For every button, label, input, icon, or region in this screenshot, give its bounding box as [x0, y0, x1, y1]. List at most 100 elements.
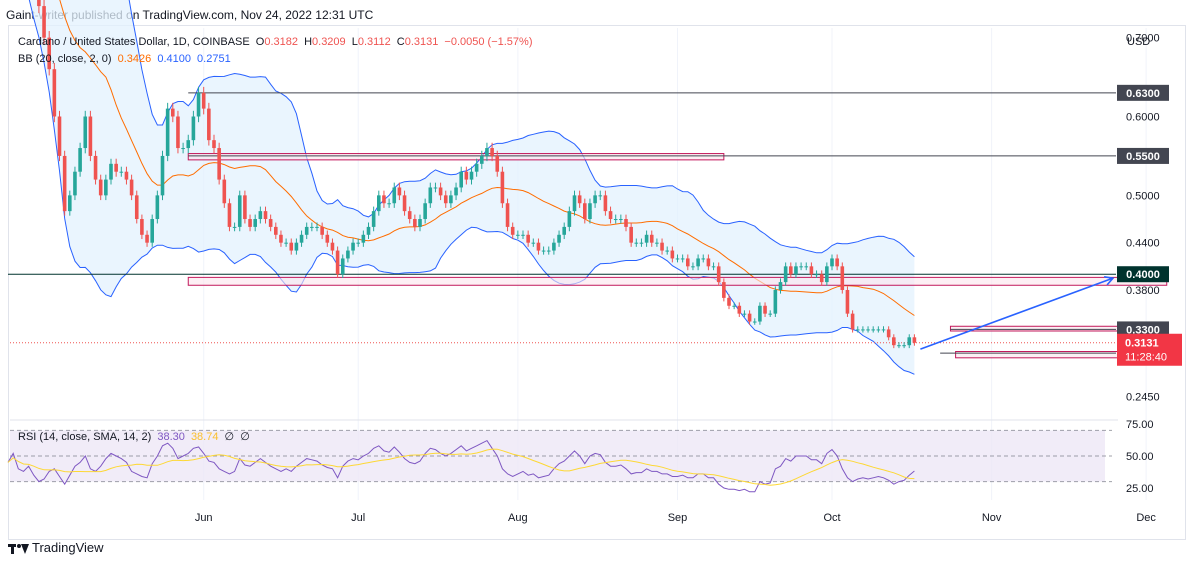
bb-lower-value: 0.2751: [197, 53, 231, 65]
candle-body: [191, 116, 196, 141]
zone-0300: [955, 351, 1121, 359]
candle-body: [289, 242, 294, 251]
candle: [340, 254, 345, 279]
candle-body: [480, 155, 484, 164]
price-tick-label: 0.3800: [1126, 285, 1160, 297]
symbol-name: Cardano / United States Dollar, 1D, COIN…: [18, 36, 250, 48]
candle: [665, 246, 669, 255]
candle-body: [438, 187, 443, 196]
candle: [521, 230, 525, 240]
candle: [603, 190, 608, 216]
candle-body: [413, 219, 417, 227]
candle: [356, 238, 360, 247]
candle-body: [114, 163, 118, 172]
candle: [248, 214, 252, 232]
candle-body: [78, 148, 82, 172]
candle-body: [727, 297, 731, 306]
candle: [212, 134, 216, 154]
candle-body: [680, 258, 685, 260]
candle: [392, 182, 397, 208]
candle: [304, 222, 309, 240]
candle: [480, 150, 484, 169]
candle-body: [140, 219, 144, 235]
candle: [258, 206, 263, 224]
candle-body: [773, 289, 778, 314]
zone-0390: [187, 276, 1168, 286]
candle-body: [109, 163, 113, 180]
candle-body: [330, 242, 335, 251]
candle-body: [145, 234, 149, 243]
candle: [469, 166, 474, 185]
candle-body: [907, 337, 912, 346]
candle: [428, 182, 433, 208]
rsi-null-1: ∅: [224, 431, 235, 443]
candle-body: [68, 195, 72, 212]
candle-body: [825, 266, 829, 283]
candle: [181, 142, 185, 154]
candle-body: [871, 329, 875, 331]
rsi-tick-label: 50.00: [1126, 451, 1154, 463]
candle-body: [47, 37, 51, 70]
candle-body: [516, 234, 520, 236]
candle: [876, 326, 881, 333]
chart-panel[interactable]: [8, 25, 1186, 540]
candle-body: [536, 242, 541, 251]
candle: [634, 238, 639, 247]
candle-body: [629, 226, 633, 243]
rsi-legend: RSI (14, close, SMA, 14, 2) 38.30 38.74 …: [18, 430, 253, 443]
candle-body: [268, 219, 273, 227]
candle-body: [892, 337, 896, 346]
candle-body: [227, 203, 232, 227]
candle-body: [552, 242, 556, 251]
candle-body: [510, 226, 515, 235]
level-label-text: 0.5500: [1126, 151, 1160, 163]
candle-body: [335, 250, 340, 275]
candle-body: [758, 305, 762, 322]
candle-body: [541, 250, 546, 252]
candle-body: [207, 108, 211, 141]
candle-body: [763, 305, 767, 314]
candle: [232, 222, 237, 232]
candle: [98, 174, 103, 201]
candle: [62, 150, 67, 216]
candle-body: [155, 195, 160, 220]
candle: [134, 190, 139, 224]
candle-body: [706, 258, 711, 267]
candle: [407, 206, 412, 224]
bb-lower-line: [28, 0, 915, 375]
candle: [577, 190, 582, 208]
time-tick-label: Jun: [195, 512, 213, 524]
candle: [892, 334, 896, 349]
candle: [825, 262, 829, 286]
candle: [443, 190, 448, 208]
candle-body: [459, 171, 463, 188]
candle: [722, 278, 726, 302]
candle: [583, 198, 587, 224]
candle: [701, 254, 706, 263]
candle-body: [546, 250, 551, 252]
candle-body: [634, 242, 639, 244]
candle-body: [799, 266, 803, 268]
level-label: 0.5500: [1117, 147, 1169, 164]
open-label: O: [255, 36, 265, 48]
price-tick-label: 0.5000: [1126, 190, 1160, 202]
candle-body: [855, 329, 860, 331]
last-price-countdown: 11:28:40: [1125, 352, 1167, 364]
support-resistance-zones: [187, 153, 1168, 359]
candle-body: [577, 195, 582, 204]
candle: [315, 222, 319, 232]
candle-body: [747, 313, 752, 322]
rsi-sma-value: 38.74: [190, 431, 219, 443]
candle-body: [433, 187, 438, 189]
candle: [454, 182, 458, 201]
candle: [196, 86, 201, 123]
candle-body: [42, 6, 46, 38]
candle: [433, 182, 438, 193]
candle: [789, 262, 793, 279]
candle: [191, 110, 196, 146]
candle: [871, 326, 875, 333]
candle-body: [371, 211, 376, 227]
level-label: 0.3300: [1117, 321, 1169, 338]
candle-body: [150, 219, 154, 243]
